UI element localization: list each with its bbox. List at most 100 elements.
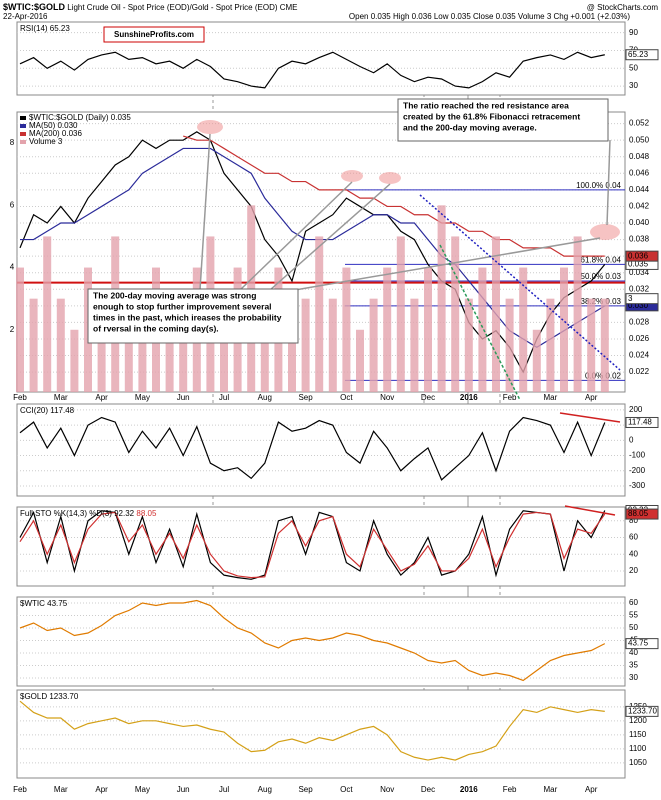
y-tick-label: -100 [629,451,646,460]
plots: 30507090RSI(14) 65.2365.230.0220.0240.02… [10,21,659,794]
x-tick-label: Nov [380,393,394,402]
panel-name: Full STO %K(14,3) %D(3) [20,509,112,518]
value-tag [625,293,659,305]
volume-bar [342,267,351,392]
volume-bar [383,267,392,392]
y-tick-label: 40 [629,648,638,657]
volume-bar [451,236,460,392]
annotation-line: enough to stop further improvement sever… [93,301,272,311]
x-tick-label: Aug [258,785,272,794]
x-tick-label: Jun [177,393,190,402]
volume-bar [478,267,487,392]
volume-bar [328,298,337,392]
value-tag [625,250,659,262]
highlight [379,172,401,184]
y-tick-label: 90 [629,28,638,37]
y-tick-label: 1150 [629,730,647,739]
x-tick-label: Nov [380,785,394,794]
y-tick-label: 20 [629,566,638,575]
y-tick-label: 0.042 [629,202,650,211]
panel-title: $WTIC 43.75 [20,599,68,608]
x-tick-label: Dec [421,393,435,402]
x-tick-label: 2016 [460,393,478,402]
y2-tick-label: 8 [10,138,15,147]
panel [16,21,626,96]
pointer [606,139,611,226]
x-tick-label: 2016 [460,785,478,794]
y-tick-label: 40 [629,549,638,558]
annotation-line: The 200-day moving average was strong [93,290,256,300]
annotation-box [397,98,609,142]
panel-value: 43.75 [47,599,68,608]
value-tag-label: 3 [628,294,633,303]
panel-title: $GOLD 1233.70 [20,692,79,701]
panel-name: $GOLD [20,692,47,701]
y-tick-label: 0.048 [629,152,650,161]
legend-name: $WTIC:$GOLD (Daily) [29,113,109,122]
y-tick-label: 55 [629,611,638,620]
legend-name: MA(50) [29,121,56,130]
volume-bar [505,298,514,392]
source: @ StockCharts.com [587,3,659,12]
y-tick-label: 80 [629,516,638,525]
legend-entry: Volume 3 [29,137,63,146]
x-tick-label: Dec [421,785,435,794]
volume-bar [573,236,582,392]
legend-value: 0.035 [111,113,132,122]
y-tick-label: 0.050 [629,135,650,144]
x-tick-label: Sep [298,393,313,402]
y2-tick-label: 4 [10,263,15,272]
highlight [341,170,363,182]
y-tick-label: -200 [629,466,646,475]
series-line [19,599,606,682]
value-tag-label: 0.030 [628,301,649,310]
y-tick-label: 0.028 [629,318,650,327]
y-tick-label: 0.032 [629,284,650,293]
y-tick-label: 60 [629,598,638,607]
trendline [439,244,521,401]
trendline [419,194,621,371]
value-tag [625,416,659,428]
legend-swatch [20,124,26,128]
series-line [19,511,606,579]
y-tick-label: 50 [629,63,638,72]
series-line [19,416,606,481]
panel-title: CCI(20) 117.48 [20,406,75,415]
volume-bar [356,329,364,392]
highlight [197,120,223,134]
series-line [19,51,605,89]
x-tick-label: Feb [13,393,27,402]
volume-bar [70,329,79,392]
watermark: SunshineProfits.com [114,30,194,39]
highlight [590,224,620,240]
y-tick-label: 60 [629,533,638,542]
volume-bar [464,298,473,392]
volume-bar [437,205,446,392]
value-tag [625,49,659,61]
quote: Open 0.035 High 0.036 Low 0.035 Close 0.… [349,12,630,21]
volume-bar [16,267,24,392]
panel-name: $WTIC [20,599,45,608]
y-tick-label: 1200 [629,716,647,725]
watermark-box [103,26,205,43]
annotation-line: The ratio reached the red resistance are… [403,100,569,110]
volume-bar [410,298,419,392]
y-tick-label: 1100 [629,744,647,753]
pointer [294,237,601,291]
fib-label: 61.8% 0.04 [581,256,622,265]
annotation-box [87,288,299,344]
panel-title: Full STO %K(14,3) %D(3) 92.32 88.05 [20,509,157,518]
volume-bar [424,267,432,392]
x-tick-label: Feb [13,785,27,794]
value-tag [625,705,659,717]
volume-bar [492,236,500,392]
value-tag-label: 117.48 [628,418,652,427]
x-tick-label: Aug [258,393,272,402]
y-tick-label: 0.038 [629,235,650,244]
pointer [239,181,353,291]
volume-bar [220,298,228,392]
series-line [19,700,605,761]
y-tick-label: 0.022 [629,367,650,376]
x-tick-label: Apr [585,785,598,794]
